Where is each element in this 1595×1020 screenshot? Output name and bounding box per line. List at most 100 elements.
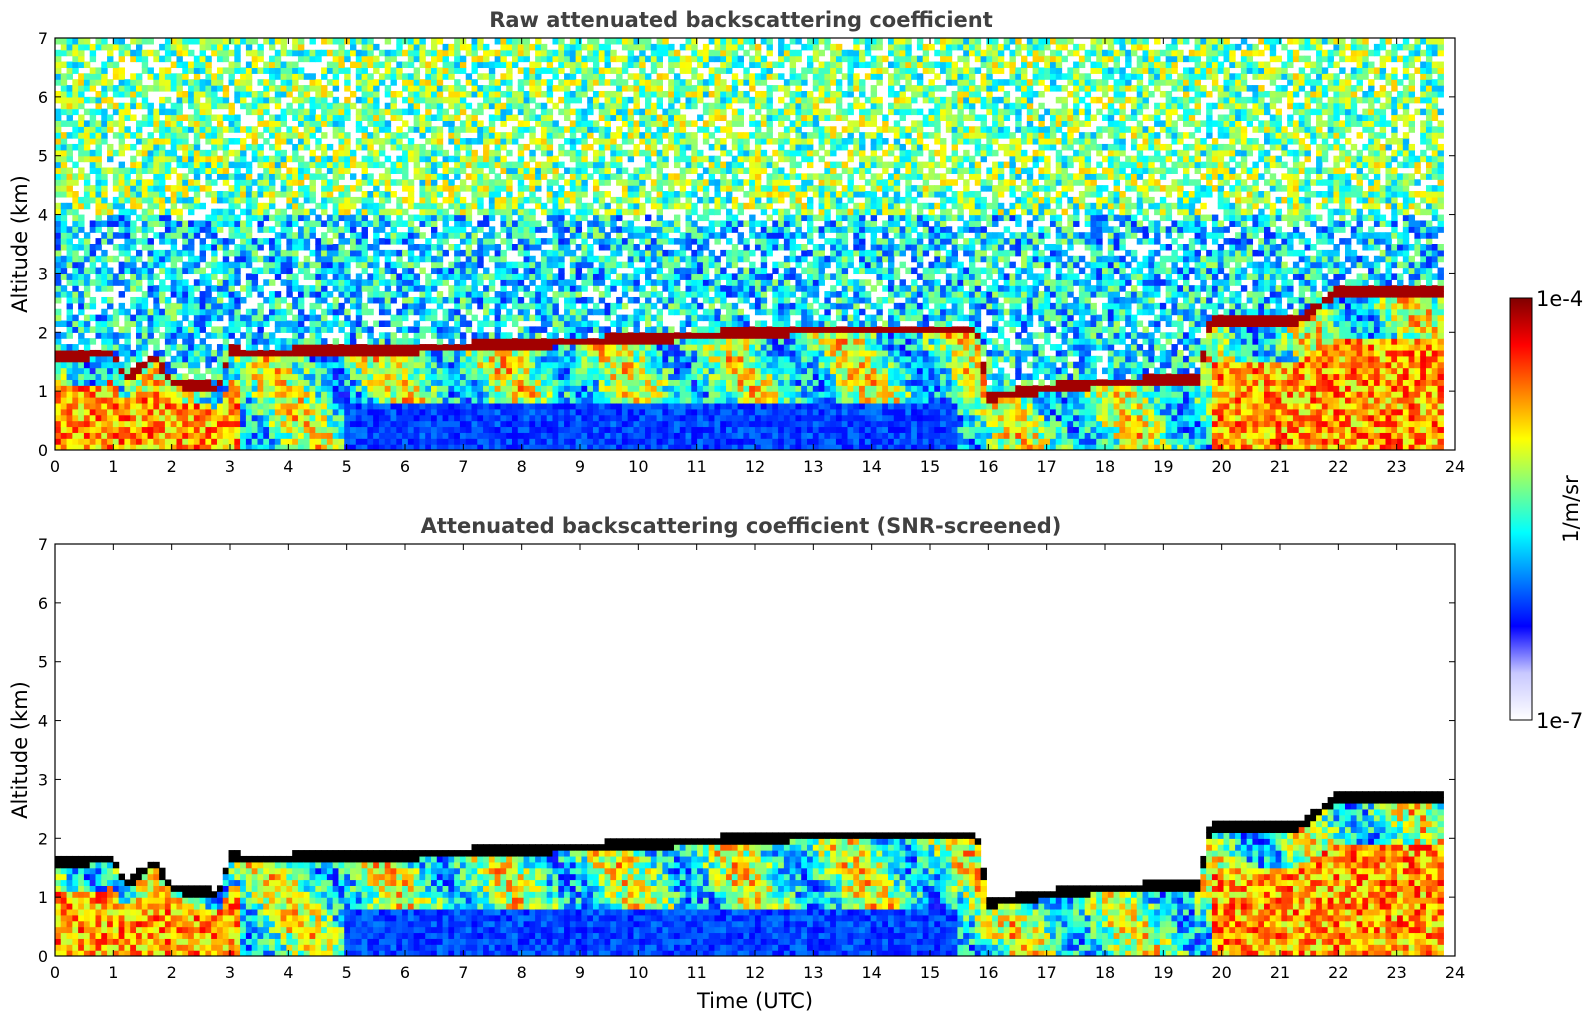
heatmap-cell <box>159 349 166 357</box>
heatmap-cell <box>118 67 126 74</box>
heatmap-cell <box>211 438 218 445</box>
heatmap-cell <box>193 38 201 45</box>
heatmap-cell <box>471 355 478 363</box>
heatmap-cell <box>529 379 536 386</box>
heatmap-cell <box>176 214 183 222</box>
heatmap-cell <box>83 196 91 204</box>
heatmap-cell <box>506 338 513 345</box>
heatmap-cell <box>211 73 218 80</box>
heatmap-cell <box>170 355 178 363</box>
heatmap-cell <box>245 90 253 98</box>
heatmap-cell <box>141 267 149 275</box>
heatmap-cell <box>535 285 542 292</box>
heatmap-cell <box>483 391 490 398</box>
heatmap-cell <box>419 308 426 316</box>
heatmap-cell <box>511 320 519 327</box>
heatmap-cell <box>135 285 143 292</box>
heatmap-cell <box>454 367 461 375</box>
heatmap-cell <box>170 385 178 392</box>
heatmap-cell <box>459 391 467 398</box>
heatmap-cell <box>245 279 253 286</box>
heatmap-cell <box>500 196 507 204</box>
heatmap-cell <box>326 438 334 445</box>
heatmap-cell <box>413 432 421 439</box>
heatmap-cell <box>269 314 276 322</box>
heatmap-cell <box>170 167 178 174</box>
heatmap-cell <box>477 255 484 263</box>
heatmap-cell <box>66 255 73 263</box>
heatmap-cell <box>153 114 160 121</box>
heatmap-cell <box>442 349 449 357</box>
heatmap-cell <box>303 361 311 369</box>
heatmap-cell <box>153 255 160 263</box>
heatmap-cell <box>448 408 455 416</box>
heatmap-cell <box>494 332 502 339</box>
heatmap-cell <box>124 49 131 57</box>
heatmap-cell <box>95 349 102 357</box>
heatmap-cell <box>292 273 299 280</box>
heatmap-cell <box>263 426 270 433</box>
heatmap-cell <box>251 379 259 386</box>
heatmap-cell <box>101 73 108 80</box>
heatmap-cell <box>193 267 201 275</box>
heatmap-cell <box>193 314 201 322</box>
heatmap-cell <box>199 102 206 110</box>
heatmap-cell <box>419 373 426 380</box>
heatmap-cell <box>552 232 559 239</box>
heatmap-cell <box>413 320 421 327</box>
heatmap-cell <box>303 114 311 121</box>
heatmap-cell <box>141 155 149 163</box>
heatmap-cell <box>124 126 131 133</box>
heatmap-cell <box>280 249 287 257</box>
heatmap-cell <box>280 355 287 363</box>
heatmap-cell <box>413 391 421 398</box>
heatmap-cell <box>269 355 276 363</box>
heatmap-cell <box>199 273 206 280</box>
heatmap-cell <box>523 43 530 51</box>
heatmap-cell <box>303 426 311 433</box>
heatmap-cell <box>245 185 253 192</box>
heatmap-cell <box>182 238 189 245</box>
heatmap-cell <box>303 355 311 363</box>
heatmap-cell <box>234 355 241 363</box>
heatmap-cell <box>344 149 351 157</box>
heatmap-cell <box>477 261 484 269</box>
heatmap-cell <box>500 120 507 127</box>
heatmap-cell <box>494 132 502 139</box>
heatmap-cell <box>332 391 340 398</box>
heatmap-cell <box>529 79 536 86</box>
heatmap-cell <box>176 114 183 121</box>
heatmap-cell <box>245 132 253 139</box>
heatmap-cell <box>332 120 340 127</box>
heatmap-cell <box>355 444 363 450</box>
heatmap-cell <box>124 355 131 363</box>
heatmap-cell <box>535 85 542 92</box>
heatmap-cell <box>107 426 114 433</box>
heatmap-cell <box>78 220 85 227</box>
heatmap-cell <box>413 55 421 63</box>
heatmap-cell <box>407 244 415 251</box>
heatmap-cell <box>228 238 235 245</box>
heatmap-cell <box>373 291 380 298</box>
heatmap-cell <box>118 397 126 404</box>
heatmap-cell <box>216 420 224 428</box>
heatmap-cell <box>95 202 102 210</box>
heatmap-cell <box>222 279 230 286</box>
heatmap-cell <box>292 38 299 45</box>
heatmap-cell <box>477 320 484 327</box>
heatmap-cell <box>251 402 259 410</box>
heatmap-cell <box>506 308 513 316</box>
heatmap-cell <box>251 214 259 222</box>
heatmap-cell <box>326 444 334 450</box>
heatmap-cell <box>506 238 513 245</box>
heatmap-cell <box>164 73 172 80</box>
heatmap-cell <box>483 379 490 386</box>
heatmap-cell <box>188 432 195 439</box>
heatmap-cell <box>193 355 201 363</box>
heatmap-cell <box>130 420 137 428</box>
heatmap-cell <box>83 249 91 257</box>
heatmap-cell <box>355 385 363 392</box>
heatmap-cell <box>500 108 507 116</box>
heatmap-cell <box>419 143 426 151</box>
heatmap-cell <box>425 326 432 333</box>
